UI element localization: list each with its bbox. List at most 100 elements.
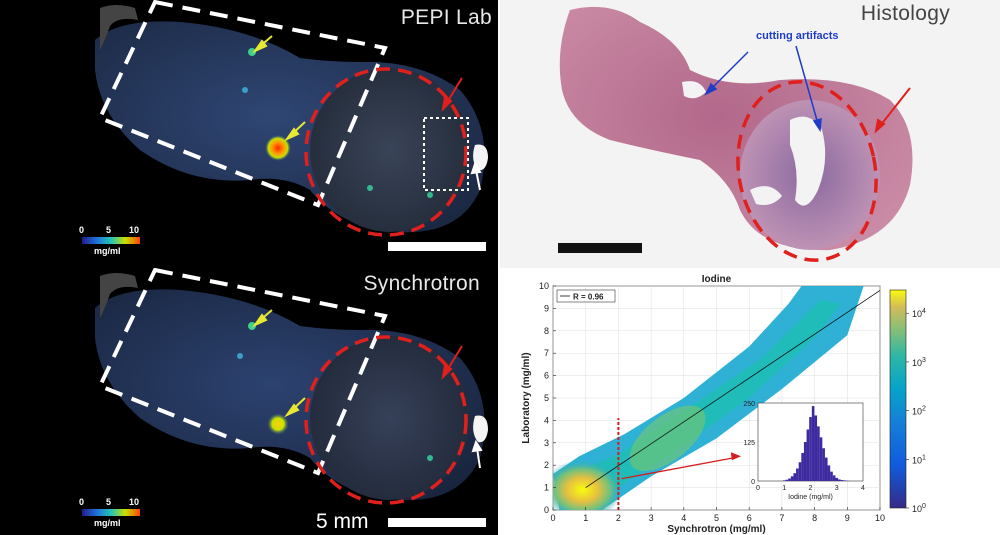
inset-x-axis-label: Iodine (mg/ml) bbox=[788, 494, 833, 501]
histogram-bar bbox=[843, 480, 846, 481]
panel-title: Synchrotron bbox=[363, 272, 480, 295]
scale-bar bbox=[388, 518, 486, 527]
tissue-fragment bbox=[100, 5, 138, 50]
iodine-hotspot bbox=[265, 135, 291, 161]
x-tick-label: 5 bbox=[714, 513, 719, 523]
x-tick-label: 0 bbox=[550, 513, 555, 523]
histogram-bar bbox=[822, 448, 825, 481]
cutting-artifact bbox=[790, 116, 826, 206]
histogram-bar bbox=[811, 406, 815, 481]
density-mid bbox=[629, 405, 706, 472]
cutting-artifact bbox=[750, 186, 782, 205]
legend-box bbox=[556, 289, 616, 303]
pepi-lab-panel: PEPI Lab 0 5 10 mg/ml bbox=[0, 0, 498, 268]
x-tick-label: 7 bbox=[779, 513, 784, 523]
scale-bar bbox=[388, 242, 486, 251]
histogram-bar bbox=[793, 473, 797, 481]
histogram-bar bbox=[814, 415, 818, 481]
histogram-bar bbox=[803, 442, 807, 481]
panel-title: PEPI Lab bbox=[400, 6, 492, 29]
tumor-outline bbox=[304, 67, 468, 237]
white-arrow-icon bbox=[470, 161, 482, 191]
y-tick-label: 4 bbox=[544, 415, 549, 425]
y-tick-label: 0 bbox=[544, 505, 549, 515]
histology-panel: Histology cutting artifacts bbox=[500, 0, 1000, 268]
inset-x-tick-label: 0 bbox=[756, 485, 760, 492]
x-tick-label: 4 bbox=[681, 513, 686, 523]
colorbar-tick-label: 102 bbox=[912, 406, 926, 417]
small-hotspot bbox=[248, 48, 256, 56]
y-tick-label: 9 bbox=[544, 303, 549, 313]
colorbar bbox=[82, 237, 140, 244]
tumor-region bbox=[310, 68, 470, 232]
colorbar-tick: 10 bbox=[129, 497, 140, 507]
small-spot bbox=[367, 185, 373, 191]
inset-x-tick-label: 1 bbox=[782, 485, 786, 492]
red-arrowhead-icon bbox=[730, 452, 742, 461]
x-tick-label: 6 bbox=[747, 513, 752, 523]
histogram-bar bbox=[809, 417, 812, 481]
tumor-outline bbox=[304, 335, 468, 505]
x-tick-label: 2 bbox=[616, 513, 621, 523]
iodine-plot-panel: R = 0.96 0 1 2 3 4 5 6 7 8 9 10 0 1 2 3 4 5 6 7 8 9 10 Iodine Sy… bbox=[500, 268, 1000, 535]
x-tick-label: 3 bbox=[649, 513, 654, 523]
iodine-hotspot bbox=[267, 413, 289, 435]
histogram-bar bbox=[832, 475, 836, 481]
histogram-bar bbox=[824, 457, 828, 481]
histogram-bar bbox=[819, 437, 823, 481]
histogram-bar bbox=[806, 429, 810, 481]
histogram-bar bbox=[835, 477, 839, 481]
histogram-bar bbox=[827, 465, 831, 481]
annotation-label: cutting artifacts bbox=[756, 30, 839, 42]
red-arrow-icon bbox=[874, 87, 911, 134]
inset-y-tick-label: 0 bbox=[751, 479, 755, 486]
x-tick-label: 1 bbox=[583, 513, 588, 523]
y-tick-label: 7 bbox=[544, 348, 549, 358]
panel-title: Histology bbox=[860, 2, 950, 25]
small-spot bbox=[237, 353, 243, 359]
yellow-arrow-icon bbox=[252, 309, 273, 328]
fit-line bbox=[585, 290, 881, 488]
legend-label: R = 0.96 bbox=[573, 293, 604, 302]
histogram-bar bbox=[840, 480, 844, 481]
colorbar-tick: 0 bbox=[79, 497, 85, 507]
histogram-bar bbox=[790, 476, 794, 481]
colorbar-tick-label: 100 bbox=[912, 503, 926, 514]
y-tick-label: 8 bbox=[544, 326, 549, 336]
y-tick-label: 1 bbox=[544, 483, 549, 493]
histogram-bar bbox=[798, 462, 802, 481]
y-tick-label: 3 bbox=[544, 438, 549, 448]
inset-y-tick-label: 250 bbox=[743, 401, 755, 408]
blue-arrow-icon bbox=[795, 45, 822, 133]
yellow-arrow-icon bbox=[284, 397, 306, 418]
colorbar-unit: mg/ml bbox=[94, 518, 121, 528]
x-axis-label: Synchrotron (mg/ml) bbox=[667, 524, 765, 535]
y-tick-label: 10 bbox=[539, 281, 549, 291]
inset-y-tick-label: 125 bbox=[743, 440, 755, 447]
y-axis-label: Laboratory (mg/ml) bbox=[521, 352, 532, 443]
iodine-correlation-chart: R = 0.960 1 2 3 4 5 6 7 8 9 10012345678910IodineSy… bbox=[521, 274, 926, 535]
chart-title: Iodine bbox=[702, 274, 732, 285]
yellow-arrow-icon bbox=[284, 121, 306, 142]
colorbar-tick: 10 bbox=[129, 225, 140, 235]
red-arrow-icon bbox=[441, 345, 463, 380]
colorbar-tick: 0 bbox=[79, 225, 85, 235]
bright-artifact bbox=[473, 415, 488, 443]
synchrotron-image bbox=[82, 268, 488, 527]
bright-artifact bbox=[473, 144, 488, 171]
colorbar-tick: 5 bbox=[106, 225, 112, 235]
inset-x-tick-label: 2 bbox=[809, 485, 813, 492]
histogram-bar bbox=[801, 452, 804, 481]
healthy-region-outline bbox=[97, 268, 388, 476]
roi-box bbox=[423, 117, 469, 191]
colorbar-tick-label: 103 bbox=[912, 357, 926, 368]
colorbar bbox=[889, 289, 907, 509]
histology-image bbox=[558, 6, 913, 262]
histogram-bar bbox=[817, 426, 820, 481]
tissue-fragment bbox=[100, 273, 138, 318]
healthy-region-outline bbox=[97, 0, 388, 208]
histogram-bar bbox=[782, 480, 786, 481]
histogram-bar bbox=[838, 479, 841, 481]
scale-bar-label: 5 mm bbox=[316, 510, 369, 533]
colorbar-tick: 5 bbox=[106, 497, 112, 507]
